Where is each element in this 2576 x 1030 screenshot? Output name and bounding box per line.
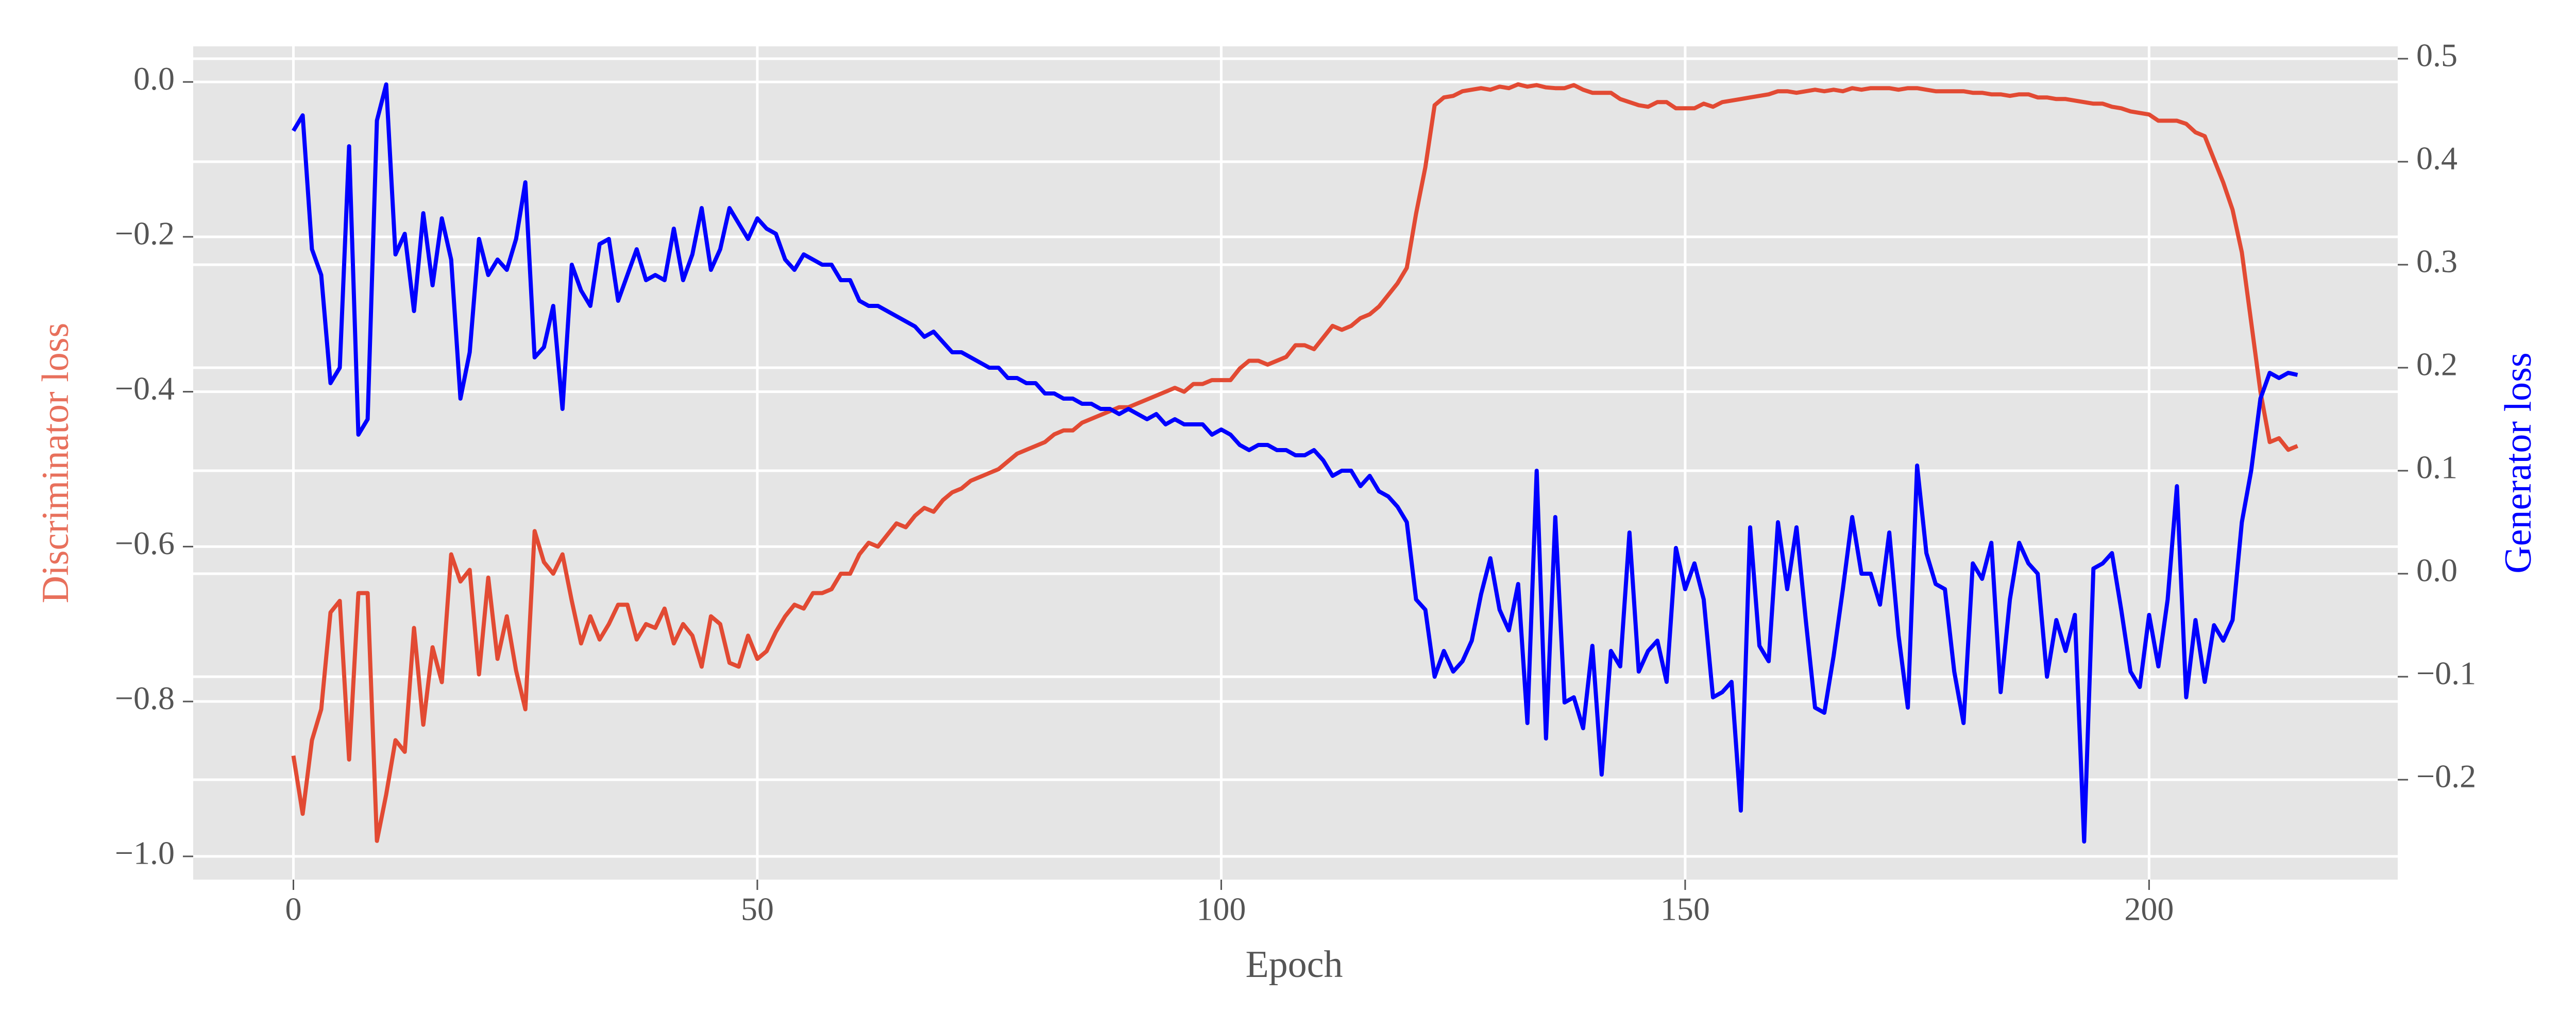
x-tick-label: 200 (2124, 891, 2174, 928)
y-tick-label: −0.6 (115, 525, 175, 561)
y2-tick-label: 0.1 (2416, 449, 2458, 486)
series-line (292, 82, 2298, 844)
y-tick-label: −0.8 (115, 680, 175, 716)
grid (193, 46, 2398, 880)
y-tick-label: 0.0 (133, 60, 175, 97)
x-tick-label: 50 (741, 891, 774, 928)
y-axis-label: Discriminator loss (35, 323, 77, 604)
axes: 0 50 100 150 200 0.0 −0.2 −0.4 −0.6 −0.8 −1.0 −0.2 −… (115, 37, 2476, 928)
lines (291, 82, 2299, 844)
y2-tick-label: −0.2 (2416, 758, 2476, 795)
x-axis-label: Epoch (1245, 943, 1343, 986)
y2-tick-label: 0.5 (2416, 37, 2458, 74)
y2-tick-label: 0.2 (2416, 346, 2458, 383)
x-tick-label: 0 (285, 891, 302, 928)
y2-tick-label: 0.4 (2416, 140, 2458, 177)
y2-axis-label: Generator loss (2497, 352, 2539, 573)
y-tick-label: −0.4 (115, 370, 175, 406)
y2-tick-label: 0.0 (2416, 552, 2458, 589)
y-tick-label: −0.2 (115, 215, 175, 252)
y2-tick-label: 0.3 (2416, 243, 2458, 280)
plot-area (193, 46, 2398, 880)
x-tick-label: 100 (1196, 891, 1246, 928)
series-line (291, 82, 2299, 843)
y-tick-label: −1.0 (115, 835, 175, 871)
y2-tick-label: −0.1 (2416, 655, 2476, 692)
x-tick-label: 150 (1660, 891, 1710, 928)
